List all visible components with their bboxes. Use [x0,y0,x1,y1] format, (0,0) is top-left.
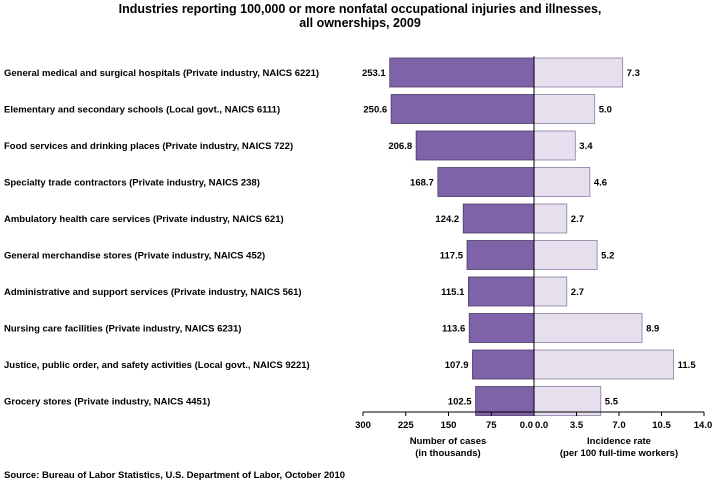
rate-bar [533,386,602,416]
chart-title-line-2: all ownerships, 2009 [299,16,421,30]
bars-group: General medical and surgical hospitals (… [4,57,697,416]
cases-value-label: 107.9 [445,360,469,371]
rate-value-label: 5.2 [601,251,614,262]
rate-bar [533,240,598,270]
rate-bar [533,349,675,380]
rate-value-label: 3.4 [579,141,593,152]
cases-bar [475,386,535,416]
right-axis-tick-label: 0.0 [535,420,548,431]
left-axis-tick-label: 150 [441,420,457,431]
cases-bar [437,167,535,197]
cases-value-label: 124.2 [435,214,459,225]
rate-bar [533,313,643,343]
category-label: Nursing care facilities (Private industr… [4,324,241,335]
cases-bar [462,203,535,234]
right-axis-tick-label: 10.5 [652,420,671,431]
cases-bar [415,130,535,161]
source-note: Source: Bureau of Labor Statistics, U.S.… [4,470,345,481]
rate-bar [533,94,596,124]
category-label: Administrative and support services (Pri… [4,287,302,298]
cases-bar [390,94,535,124]
cases-value-label: 253.1 [362,68,386,79]
left-axis-label-line-2: (in thousands) [415,448,480,459]
left-axis-tick-label: 75 [486,420,497,431]
category-label: Elementary and secondary schools (Local … [4,105,280,116]
category-label: Specialty trade contractors (Private ind… [4,178,260,189]
cases-bar [472,349,535,380]
rate-value-label: 11.5 [678,360,697,371]
cases-value-label: 168.7 [410,178,434,189]
cases-bar [468,313,535,343]
right-axis-tick-label: 14.0 [694,420,713,431]
left-axis-tick-label: 0.0 [520,420,533,431]
rate-bar [533,130,576,161]
category-label: Ambulatory health care services (Private… [4,214,284,225]
right-axis-tick-label: 7.0 [612,420,625,431]
category-label: Grocery stores (Private industry, NAICS … [4,397,210,408]
right-axis-tick-label: 3.5 [570,420,584,431]
cases-bar [466,240,535,270]
category-label: Justice, public order, and safety activi… [4,360,310,371]
rate-value-label: 4.6 [594,178,607,189]
rate-value-label: 5.5 [605,397,619,408]
cases-value-label: 250.6 [363,105,387,116]
cases-value-label: 115.1 [441,287,465,298]
cases-value-label: 117.5 [440,251,464,262]
rate-bar [533,276,568,307]
left-axis-label-line-1: Number of cases [410,436,487,447]
category-label: Food services and drinking places (Priva… [4,141,293,152]
rate-value-label: 7.3 [627,68,640,79]
cases-bar [389,57,535,88]
cases-value-label: 206.8 [388,141,412,152]
category-label: General medical and surgical hospitals (… [4,68,319,79]
axes-group: 300 225 150 75 0.0 0.0 3.5 7.0 10.5 14.0 [355,56,712,431]
cases-bar [467,276,535,307]
cases-value-label: 113.6 [442,324,465,335]
rate-value-label: 2.7 [571,287,584,298]
rate-value-label: 2.7 [571,214,584,225]
rate-value-label: 8.9 [646,324,659,335]
right-axis-label-line-2: (per 100 full-time workers) [560,448,678,459]
rate-value-label: 5.0 [599,105,612,116]
category-label: General merchandise stores (Private indu… [4,251,265,262]
cases-value-label: 102.5 [448,397,472,408]
rate-bar [533,57,624,88]
left-axis-tick-label: 300 [355,420,371,431]
chart-title-line-1: Industries reporting 100,000 or more non… [119,2,602,16]
right-axis-label-line-1: Incidence rate [587,436,651,447]
rate-bar [533,203,568,234]
left-axis-tick-label: 225 [398,420,415,431]
rate-bar [533,167,591,197]
